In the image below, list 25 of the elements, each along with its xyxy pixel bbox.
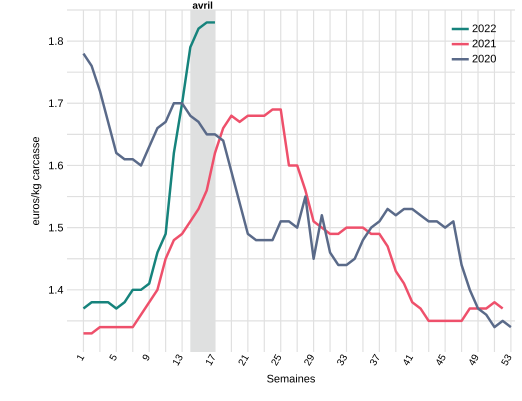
band-label: avril (192, 1, 212, 9)
x-tick-label: 17 (206, 354, 215, 366)
x-tick-label: 37 (370, 354, 380, 366)
legend-label: 2021 (472, 40, 496, 48)
legend-label: 2022 (472, 24, 496, 32)
x-tick-label: 25 (271, 354, 281, 366)
x-axis-title: Semaines (267, 374, 315, 383)
x-tick-label: 21 (238, 355, 249, 366)
y-tick-label: 1.8 (49, 37, 63, 45)
x-tick-label: 29 (304, 354, 314, 366)
y-tick-label: 1.6 (49, 162, 63, 170)
x-tick-label: 33 (337, 354, 347, 366)
x-tick-label: 41 (404, 355, 414, 366)
x-tick-label: 5 (109, 354, 117, 361)
y-tick-label: 1.4 (49, 286, 64, 294)
y-tick-label: 1.5 (49, 224, 64, 232)
x-tick-label: 9 (142, 354, 150, 360)
legend-label: 2020 (472, 54, 496, 62)
x-tick-label: 49 (469, 354, 478, 366)
x-tick-label: 13 (173, 354, 182, 366)
x-tick-label: 53 (501, 354, 512, 366)
x-tick-label: 45 (436, 354, 446, 366)
y-tick-label: 1.7 (49, 100, 63, 108)
y-axis-title: euros/kg carcasse (31, 137, 42, 225)
x-tick-label: 1 (77, 355, 84, 361)
